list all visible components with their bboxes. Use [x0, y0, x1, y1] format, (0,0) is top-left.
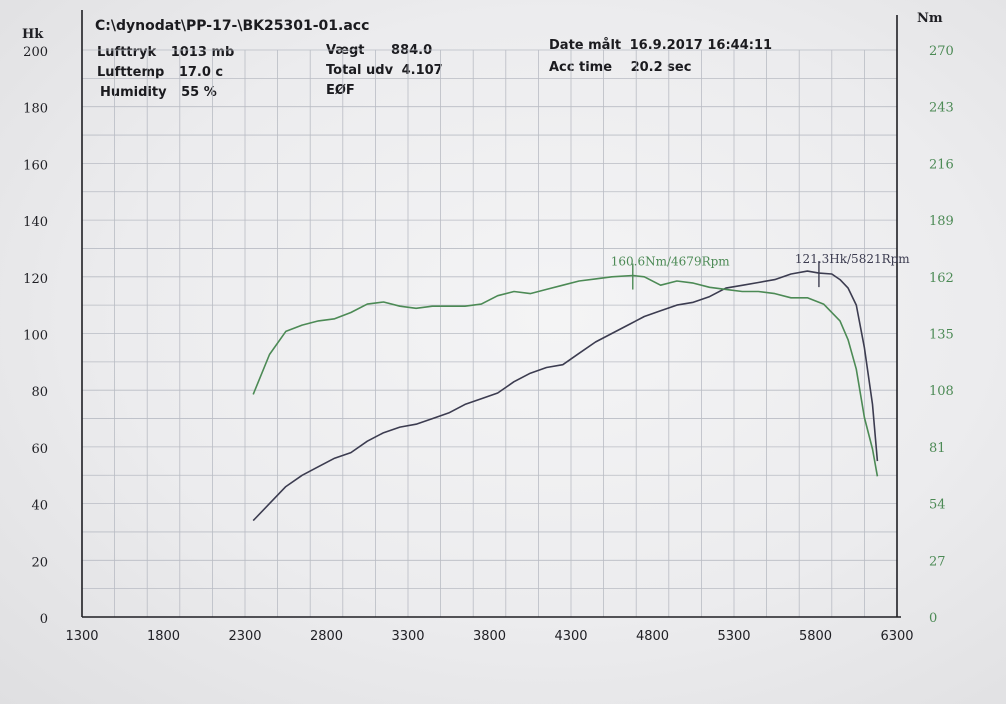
info-date: Date målt 16.9.2017 16:44:11 [549, 38, 772, 53]
left-tick-label: 100 [23, 329, 48, 344]
info-value: 4.107 [401, 63, 443, 78]
info-acc-time: Acc time 20.2 sec [549, 60, 691, 75]
left-tick-label: 160 [23, 158, 48, 173]
right-tick-label: 108 [929, 384, 954, 399]
right-tick-label: 243 [929, 101, 954, 116]
grid [81, 49, 898, 618]
left-tick-label: 0 [40, 612, 48, 627]
right-tick-label: 216 [929, 157, 954, 172]
x-tick-label: 1300 [65, 629, 98, 644]
power-curve-hk [252, 270, 879, 522]
info-label: Lufttryk [97, 45, 157, 60]
left-tick-label: 80 [31, 385, 48, 400]
right-tick-label: 81 [929, 441, 946, 456]
info-label: Humidity [100, 85, 167, 100]
info-label: Date målt [549, 38, 622, 53]
x-tick-label: 5300 [717, 629, 750, 644]
info-eof: EØF [326, 83, 355, 98]
peak-label: 160.6Nm/4679Rpm [611, 255, 731, 269]
info-value: 884.0 [391, 43, 433, 58]
right-tick-label: 54 [929, 498, 946, 513]
info-label: Acc time [549, 60, 613, 75]
info-label: Vægt [326, 43, 365, 58]
left-tick-label: 200 [23, 45, 48, 60]
left-axis-unit: Hk [22, 27, 44, 42]
left-tick-label: 120 [23, 272, 48, 287]
right-axis-unit: Nm [917, 11, 943, 26]
right-tick-label: 270 [929, 44, 954, 59]
right-tick-label: 189 [929, 214, 954, 229]
x-tick-label: 6300 [880, 629, 913, 644]
x-tick-label: 4800 [636, 629, 669, 644]
x-tick-label: 1800 [147, 629, 180, 644]
left-tick-label: 20 [31, 555, 48, 570]
x-tick-label: 2800 [310, 629, 343, 644]
info-value: 1013 mb [170, 45, 235, 60]
right-tick-label: 135 [929, 328, 954, 343]
right-tick-label: 0 [929, 611, 937, 626]
x-tick-label: 3800 [473, 629, 506, 644]
right-tick-label: 162 [929, 271, 954, 286]
info-lufttryk: Lufttryk 1013 mb [97, 45, 234, 60]
left-tick-label: 60 [31, 442, 48, 457]
info-value: 55 % [181, 85, 217, 100]
torque-curve-nm [252, 274, 879, 477]
left-tick-label: 180 [23, 102, 48, 117]
info-value: 20.2 sec [630, 60, 692, 75]
right-tick-label: 27 [929, 554, 946, 569]
x-tick-label: 3300 [391, 629, 424, 644]
info-vaegt: Vægt 884.0 [326, 43, 432, 58]
peak-label: 121.3Hk/5821Rpm [795, 252, 910, 266]
left-tick-label: 40 [31, 499, 48, 514]
info-value: 16.9.2017 16:44:11 [629, 38, 773, 53]
info-humidity: Humidity 55 % [100, 85, 217, 100]
x-tick-label: 5800 [799, 629, 832, 644]
file-path: C:\dynodat\PP-17-\BK25301-01.acc [95, 18, 370, 34]
left-tick-label: 140 [23, 215, 48, 230]
info-label: EØF [326, 83, 355, 98]
x-tick-label: 4300 [554, 629, 587, 644]
x-tick-label: 2300 [228, 629, 261, 644]
